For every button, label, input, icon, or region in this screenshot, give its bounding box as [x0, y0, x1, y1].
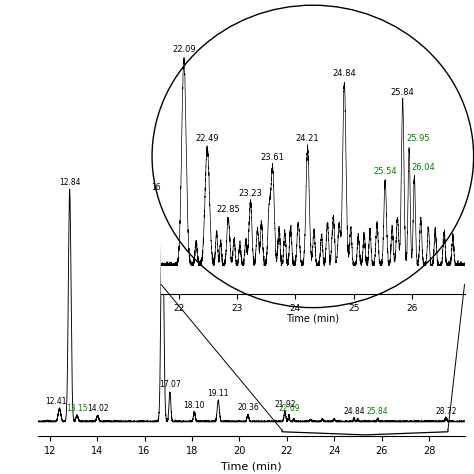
Text: 22.09: 22.09	[172, 45, 196, 54]
Text: 26.04: 26.04	[411, 163, 435, 172]
Text: 25.84: 25.84	[391, 88, 415, 97]
Text: 16.75: 16.75	[152, 183, 173, 192]
Text: 22.49: 22.49	[195, 135, 219, 144]
X-axis label: Time (min): Time (min)	[221, 461, 282, 471]
Text: 24.21: 24.21	[296, 135, 319, 144]
Text: 12.84: 12.84	[59, 178, 81, 187]
Text: 22.09: 22.09	[278, 404, 300, 413]
Text: 18.10: 18.10	[183, 401, 205, 410]
Text: 25.54: 25.54	[374, 167, 397, 176]
Text: 17.07: 17.07	[159, 381, 181, 390]
Text: 25.84: 25.84	[367, 407, 389, 416]
Text: 13.15: 13.15	[66, 404, 88, 413]
Text: 22.85: 22.85	[216, 205, 240, 214]
Text: 19.11: 19.11	[208, 389, 229, 398]
Text: 20.36: 20.36	[237, 403, 259, 412]
Text: 25.95: 25.95	[406, 135, 429, 144]
Text: 28.72: 28.72	[435, 407, 457, 416]
Text: 24.84: 24.84	[343, 407, 365, 416]
X-axis label: Time (min): Time (min)	[286, 314, 339, 324]
Text: 21.92: 21.92	[274, 401, 296, 409]
Text: 24.84: 24.84	[332, 69, 356, 78]
Text: 23.23: 23.23	[238, 189, 262, 198]
Text: 23.61: 23.61	[261, 153, 284, 162]
Text: 12.41: 12.41	[45, 397, 67, 406]
Text: 14.02: 14.02	[87, 404, 109, 413]
